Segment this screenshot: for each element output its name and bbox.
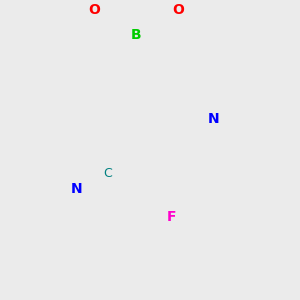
Text: O: O: [88, 3, 100, 17]
Text: N: N: [70, 182, 82, 196]
Text: O: O: [172, 3, 184, 17]
Text: C: C: [103, 167, 112, 181]
Text: F: F: [167, 210, 176, 224]
Text: N: N: [208, 112, 220, 125]
Text: B: B: [131, 28, 142, 42]
